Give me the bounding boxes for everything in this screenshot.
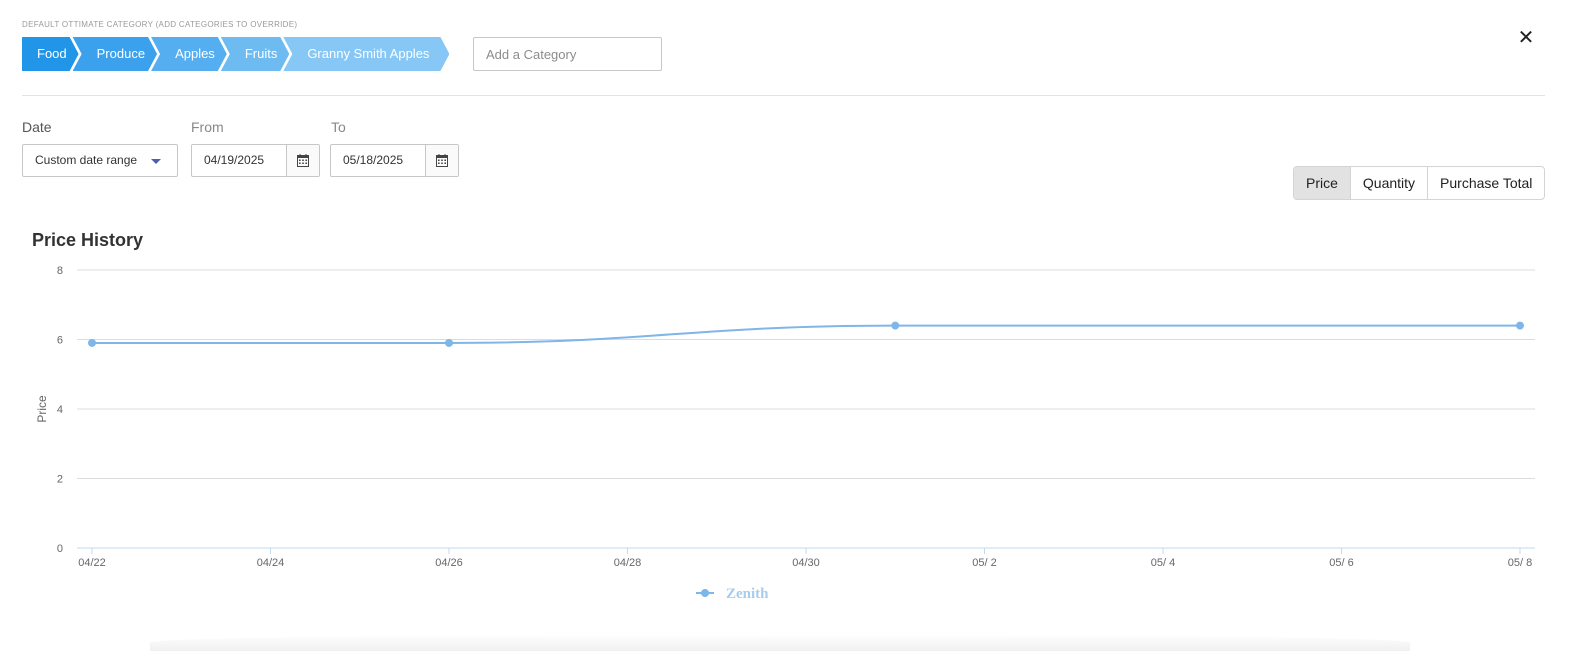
x-tick-label: 05/ 6 [1329, 557, 1353, 569]
x-tick-label: 04/30 [792, 557, 820, 569]
y-axis-label: Price [35, 395, 49, 423]
header-divider [22, 95, 1545, 96]
data-point [1516, 321, 1524, 330]
legend-marker [701, 589, 709, 597]
data-point [891, 321, 900, 330]
crumb-food[interactable]: Food [22, 37, 79, 71]
x-tick-label: 05/ 4 [1151, 557, 1175, 569]
default-category-label: DEFAULT OTTIMATE CATEGORY (ADD CATEGORIE… [22, 20, 298, 29]
close-icon[interactable]: ✕ [1517, 27, 1535, 49]
data-point [88, 338, 96, 347]
date-range-select[interactable]: Custom date range [22, 144, 178, 177]
date-label: Date [22, 119, 52, 135]
y-tick-label: 6 [57, 335, 63, 347]
from-date-field[interactable]: 04/19/2025 [191, 144, 320, 177]
x-tick-label: 04/28 [614, 557, 642, 569]
data-point [445, 338, 453, 347]
date-range-value: Custom date range [35, 153, 138, 167]
toggle-price[interactable]: Price [1294, 167, 1350, 199]
crumb-apples[interactable]: Apples [151, 37, 227, 71]
from-date-value[interactable]: 04/19/2025 [192, 145, 287, 176]
y-tick-label: 8 [57, 265, 63, 277]
toggle-purchase-total[interactable]: Purchase Total [1427, 167, 1544, 199]
chevron-down-icon [151, 159, 161, 164]
series-line [92, 324, 1520, 344]
chart-title: Price History [32, 230, 144, 250]
x-tick-label: 04/24 [257, 557, 285, 569]
y-tick-label: 2 [57, 474, 63, 486]
calendar-icon[interactable] [426, 145, 458, 176]
crumb-granny-smith-apples[interactable]: Granny Smith Apples [283, 37, 449, 71]
y-tick-label: 4 [57, 404, 63, 416]
category-breadcrumb: Food Produce Apples Fruits Granny Smith … [22, 37, 443, 71]
add-category-input[interactable] [473, 37, 662, 71]
to-date-field[interactable]: 05/18/2025 [330, 144, 459, 177]
metric-toggle: Price Quantity Purchase Total [1293, 166, 1546, 200]
x-tick-label: 04/22 [78, 557, 106, 569]
x-tick-label: 05/ 2 [972, 557, 996, 569]
toggle-quantity[interactable]: Quantity [1349, 167, 1427, 199]
price-history-chart: 0 2 4 6 8 04/22 04/24 04/26 04/28 04/30 05/ 2 05/ 4… [35, 265, 1535, 602]
x-tick-label: 04/26 [435, 557, 463, 569]
crumb-produce[interactable]: Produce [73, 37, 157, 71]
to-label: To [331, 119, 346, 135]
legend-label: Zenith [726, 586, 769, 602]
y-tick-label: 0 [57, 543, 63, 555]
crumb-fruits[interactable]: Fruits [221, 37, 290, 71]
bottom-shadow [150, 634, 1410, 651]
calendar-icon[interactable] [287, 145, 319, 176]
to-date-value[interactable]: 05/18/2025 [331, 145, 426, 176]
from-label: From [191, 119, 224, 135]
x-tick-label: 05/ 8 [1508, 557, 1532, 569]
